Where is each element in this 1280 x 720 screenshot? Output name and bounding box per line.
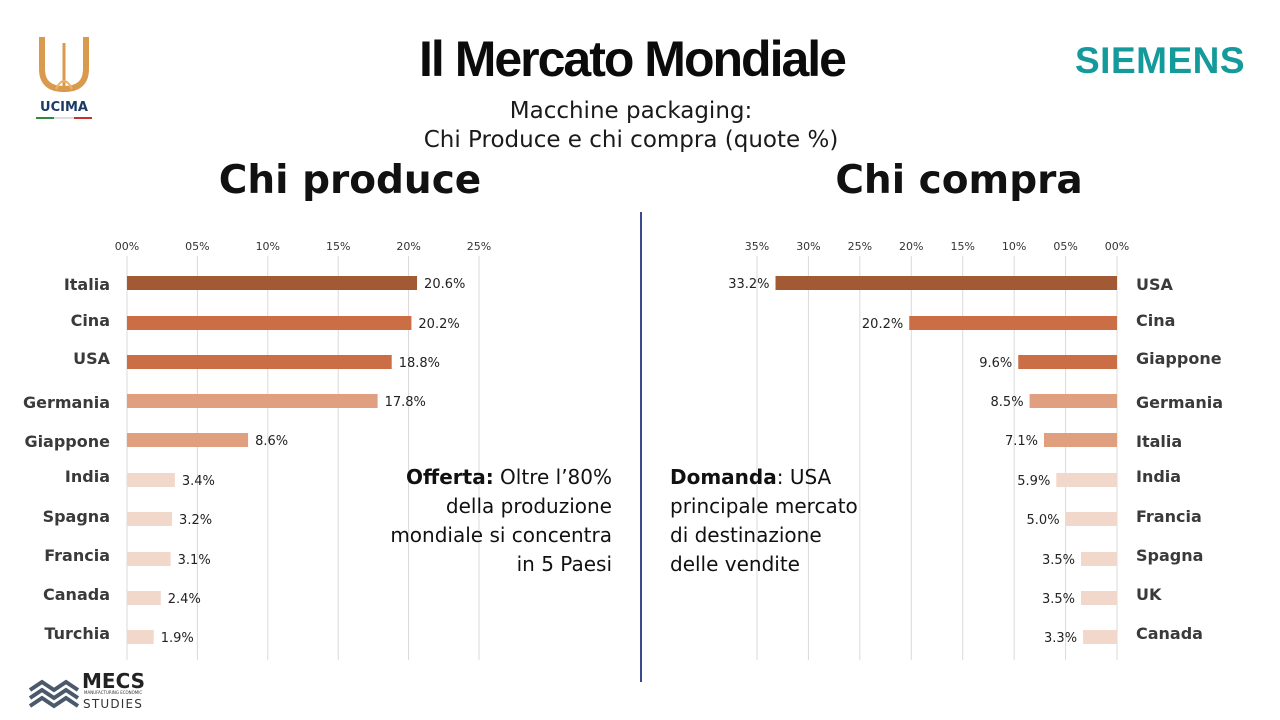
chart-chi-compra: 35% 30% 25% 20% 15% 10% 05% 00% USA 33.2% Cina 20.2… [728, 240, 1223, 660]
tick-label: 20% [396, 240, 420, 253]
tick-label: 05% [185, 240, 209, 253]
category-label-germania: Germania [23, 393, 110, 412]
chart-title-chi-compra: Chi compra [835, 158, 1083, 203]
category-label-giappone: Giappone [24, 432, 110, 451]
tick-label: 00% [1105, 240, 1129, 253]
ucima-logo: UCIMA [36, 37, 92, 119]
subtitle-line-2: Chi Produce e chi compra (quote %) [423, 127, 839, 153]
category-label-india: India [65, 467, 110, 486]
bar-turchia [127, 630, 154, 644]
data-label-cina: 20.2% [418, 317, 459, 332]
data-label-canada: 2.4% [168, 592, 201, 607]
offerta-text: Oltre l’80% della produzione mondiale si… [390, 465, 612, 576]
bar-cina [127, 316, 412, 330]
bar-germania [127, 394, 378, 408]
tick-label: 00% [115, 240, 139, 253]
category-label-canada: Canada [43, 585, 110, 604]
mecs-tagline: MANUFACTURING ECONOMIC [84, 690, 142, 695]
tick-label: 35% [745, 240, 769, 253]
bar-canada [127, 591, 161, 605]
data-label-spagna: 3.2% [179, 513, 212, 528]
data-label-turchia: 1.9% [161, 631, 194, 646]
mecs-studies-logo: MECS MANUFACTURING ECONOMIC STUDIES [28, 669, 145, 711]
data-label-germania: 17.8% [385, 395, 426, 410]
ucima-wordmark: UCIMA [40, 100, 88, 115]
bar-cina [909, 316, 1117, 330]
data-label-italia: 7.1% [1005, 434, 1038, 449]
page-title: Il Mercato Mondiale [419, 31, 847, 87]
data-label-francia: 3.1% [178, 553, 211, 568]
bar-canada [1083, 630, 1117, 644]
data-label-germania: 8.5% [991, 395, 1024, 410]
tick-label: 30% [796, 240, 820, 253]
data-label-giappone: 9.6% [979, 356, 1012, 371]
tick-label: 10% [256, 240, 280, 253]
bar-germania [1029, 394, 1117, 408]
category-label-uk: UK [1136, 585, 1162, 604]
category-label-usa: USA [1136, 275, 1174, 294]
category-label-cina: Cina [1136, 311, 1175, 330]
category-label-spagna: Spagna [1136, 546, 1203, 565]
tick-label: 15% [326, 240, 350, 253]
subtitle-line-1: Macchine packaging: [509, 98, 753, 124]
domanda-text: : USA principale mercato di destinazione… [670, 465, 858, 576]
data-label-uk: 3.5% [1042, 592, 1075, 607]
bar-india [1056, 473, 1117, 487]
data-label-canada: 3.3% [1044, 631, 1077, 646]
category-label-francia: Francia [1136, 507, 1202, 526]
section-divider [640, 212, 642, 682]
bar-italia [1043, 433, 1117, 447]
data-label-giappone: 8.6% [255, 434, 288, 449]
offerta-label: Offerta: [406, 465, 494, 489]
data-label-india: 3.4% [182, 474, 215, 489]
tick-label: 25% [467, 240, 491, 253]
data-label-spagna: 3.5% [1042, 553, 1075, 568]
category-label-germania: Germania [1136, 393, 1223, 412]
tick-label: 20% [899, 240, 923, 253]
mecs-wordmark: MECS [82, 669, 145, 693]
data-label-usa: 18.8% [399, 356, 440, 371]
category-label-giappone: Giappone [1136, 349, 1222, 368]
bar-giappone [127, 433, 249, 447]
bar-giappone [1018, 355, 1117, 369]
data-label-francia: 5.0% [1027, 513, 1060, 528]
tick-label: 05% [1053, 240, 1077, 253]
category-label-cina: Cina [71, 311, 110, 330]
bar-usa [775, 276, 1117, 290]
category-label-india: India [1136, 467, 1181, 486]
chart-chi-produce: 00% 05% 10% 15% 20% 25% Italia 20.6% Cina 20.2% US… [23, 240, 491, 660]
category-label-francia: Francia [44, 546, 110, 565]
bar-italia [127, 276, 418, 290]
bar-spagna [127, 512, 173, 526]
domanda-note: Domanda: USA principale mercato di desti… [670, 463, 870, 579]
tick-label: 15% [950, 240, 974, 253]
bar-spagna [1081, 552, 1117, 566]
category-label-turchia: Turchia [44, 624, 110, 643]
category-label-spagna: Spagna [43, 507, 110, 526]
data-label-usa: 33.2% [728, 277, 769, 292]
category-label-usa: USA [73, 349, 111, 368]
data-label-italia: 20.6% [424, 277, 465, 292]
tick-label: 25% [848, 240, 872, 253]
domanda-label: Domanda [670, 465, 777, 489]
category-label-canada: Canada [1136, 624, 1203, 643]
data-label-india: 5.9% [1017, 474, 1050, 489]
category-label-italia: Italia [1136, 432, 1182, 451]
mecs-studies-word: STUDIES [83, 697, 143, 711]
tick-label: 10% [1002, 240, 1026, 253]
offerta-note: Offerta: Oltre l’80% della produzione mo… [380, 463, 612, 579]
bar-india [127, 473, 175, 487]
bar-uk [1081, 591, 1117, 605]
bar-francia [1065, 512, 1117, 526]
data-label-cina: 20.2% [862, 317, 903, 332]
category-label-italia: Italia [64, 275, 110, 294]
chart-title-chi-produce: Chi produce [218, 158, 482, 203]
bar-francia [127, 552, 171, 566]
siemens-logo: SIEMENS [1075, 40, 1246, 81]
bar-usa [127, 355, 392, 369]
